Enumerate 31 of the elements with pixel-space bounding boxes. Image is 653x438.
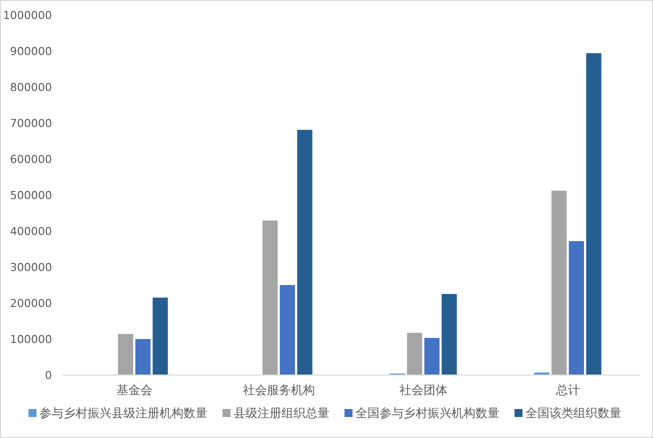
y-tick-label: 200000	[10, 297, 52, 310]
bar	[424, 338, 440, 375]
y-tick-label: 400000	[10, 225, 52, 238]
y-tick-label: 1000000	[3, 9, 52, 22]
x-tick-label: 基金会	[116, 383, 152, 397]
y-tick-label: 900000	[10, 45, 52, 58]
y-tick-label: 300000	[10, 261, 52, 274]
y-tick-label: 100000	[10, 333, 52, 346]
bar	[297, 130, 312, 375]
bar	[152, 298, 168, 375]
y-tick-label: 0	[45, 369, 52, 382]
x-tick-label: 社会服务机构	[242, 383, 315, 397]
bar	[568, 241, 584, 375]
y-tick-label: 600000	[10, 153, 52, 166]
bar	[586, 53, 602, 375]
x-tick-label: 总计	[554, 383, 580, 397]
y-tick-label: 700000	[10, 117, 52, 130]
bar	[406, 332, 422, 375]
legend-label: 参与乡村振兴县级注册机构数量	[40, 406, 208, 420]
bar	[135, 339, 151, 375]
legend-label: 全国参与乡村振兴机构数量	[356, 406, 500, 420]
bar	[118, 334, 134, 375]
bar	[280, 285, 296, 375]
legend-label: 县级注册组织总量	[234, 406, 330, 420]
y-tick-label: 800000	[10, 81, 52, 94]
legend-label: 全国该类组织数量	[526, 406, 622, 420]
x-tick-label: 社会团体	[399, 383, 448, 397]
bar	[551, 190, 567, 375]
bar	[442, 294, 457, 375]
y-tick-label: 500000	[10, 189, 52, 202]
bar	[262, 220, 278, 375]
